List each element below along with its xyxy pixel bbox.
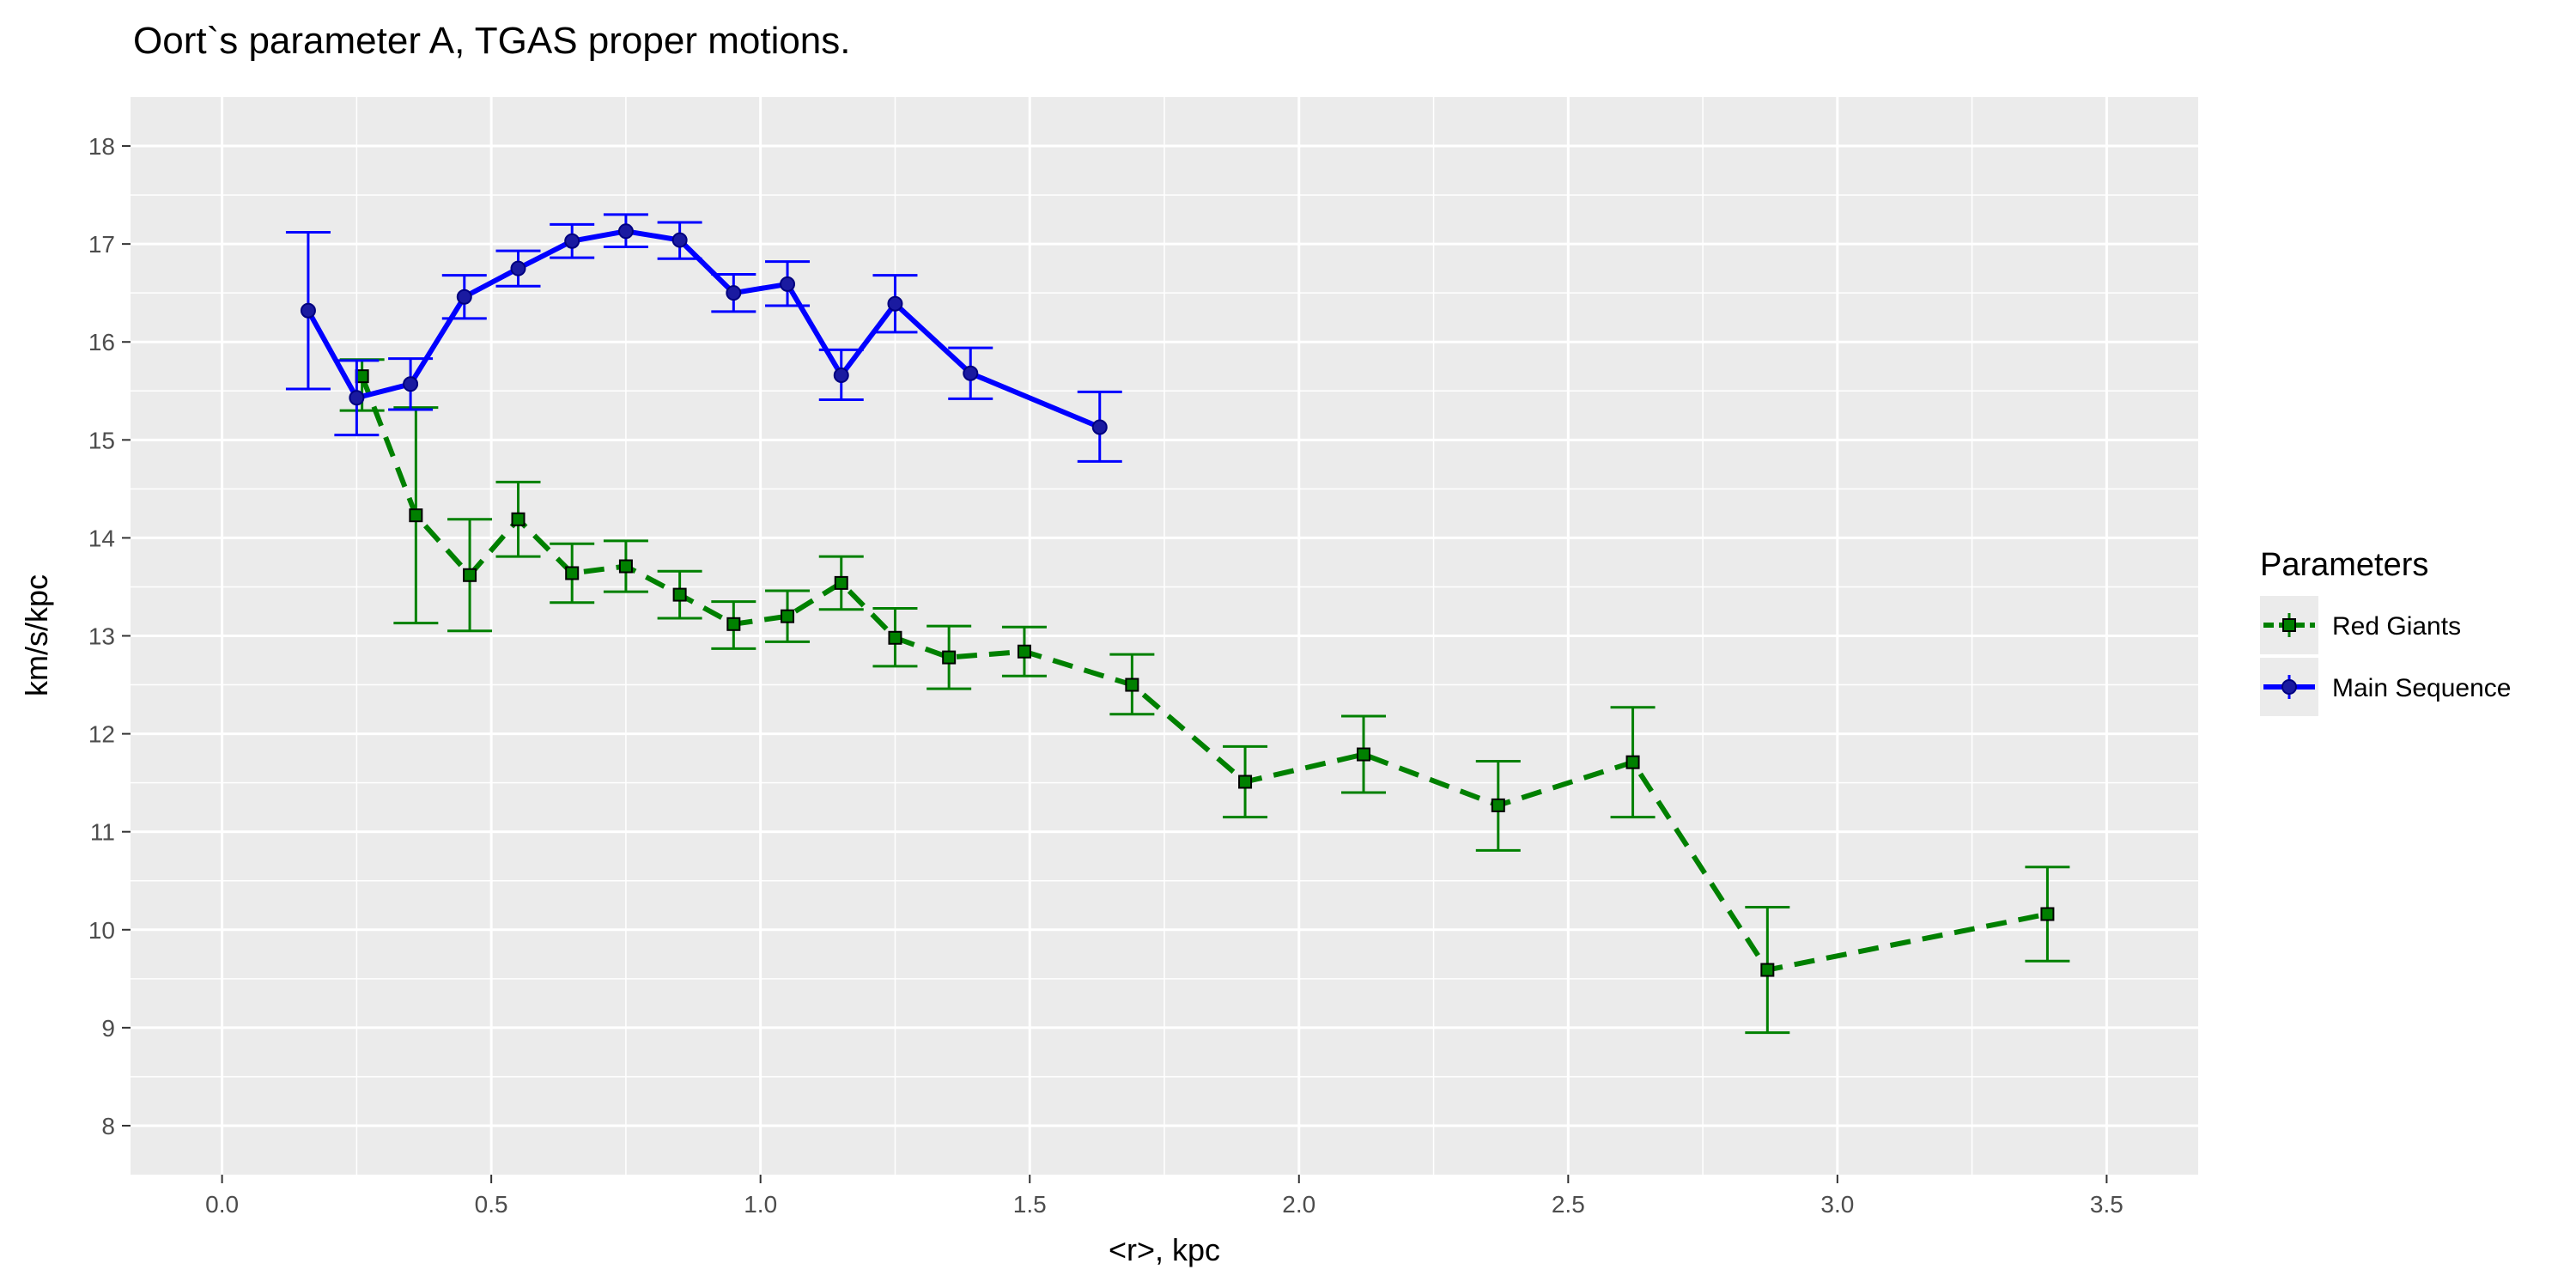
data-point	[834, 575, 848, 590]
x-tick-label: 3.5	[2090, 1191, 2123, 1218]
data-point	[672, 587, 687, 602]
data-point	[511, 512, 526, 526]
data-point	[887, 295, 903, 312]
data-point	[671, 232, 688, 248]
legend-item: Main Sequence	[2260, 658, 2511, 716]
x-tick-label: 0.0	[205, 1191, 239, 1218]
x-axis: 0.0 0.5 1.0 1.5 2.0 2.5 3.0 3.5	[205, 1175, 2123, 1218]
y-tick-label: 9	[101, 1015, 115, 1042]
y-axis: 8 9 10 11 12 13 14 15 16 17 18	[88, 133, 131, 1139]
legend-label: Main Sequence	[2332, 674, 2511, 702]
series-line	[359, 375, 2049, 973]
legend-item: Red Giants	[2260, 596, 2461, 654]
data-point	[510, 260, 526, 276]
y-tick-label: 14	[88, 525, 115, 551]
data-point	[349, 390, 365, 406]
data-point	[1125, 677, 1139, 692]
data-point	[564, 233, 580, 249]
data-point	[618, 559, 633, 574]
data-point	[1357, 747, 1371, 762]
y-tick-label: 8	[101, 1113, 115, 1139]
x-tick-label: 1.5	[1013, 1191, 1047, 1218]
y-tick-label: 18	[88, 133, 115, 160]
y-tick-label: 16	[88, 329, 115, 355]
legend: Parameters Red Giants Main Sequence	[2260, 547, 2511, 716]
y-tick-label: 17	[88, 231, 115, 258]
series-line	[306, 228, 1101, 430]
legend-items: Red Giants Main Sequence	[2260, 596, 2511, 716]
data-point	[780, 276, 796, 292]
data-point	[1491, 798, 1505, 812]
data-point	[456, 289, 472, 305]
data-point	[781, 609, 795, 623]
y-tick-label: 11	[90, 819, 115, 846]
x-tick-label: 2.5	[1552, 1191, 1585, 1218]
data-point	[1017, 644, 1031, 659]
legend-label: Red Giants	[2332, 612, 2461, 641]
chart-title: Oort`s parameter A, TGAS proper motions.	[133, 20, 851, 62]
x-tick-label: 1.0	[744, 1191, 777, 1218]
x-tick-label: 3.0	[1820, 1191, 1854, 1218]
legend-title: Parameters	[2260, 547, 2428, 583]
x-axis-title: <r>, kpc	[1109, 1232, 1220, 1267]
data-point	[726, 285, 742, 301]
data-point	[726, 617, 741, 631]
series-layer	[285, 213, 2070, 1035]
data-point	[963, 365, 979, 381]
data-point	[1091, 419, 1108, 435]
x-tick-label: 2.0	[1282, 1191, 1315, 1218]
data-point	[617, 223, 634, 240]
y-tick-label: 12	[88, 721, 115, 748]
y-tick-label: 15	[88, 427, 115, 453]
x-tick-label: 0.5	[475, 1191, 508, 1218]
data-point	[565, 566, 580, 580]
data-point	[403, 376, 419, 392]
y-tick-label: 13	[88, 623, 115, 650]
y-tick-label: 10	[88, 917, 115, 944]
data-point	[1760, 963, 1775, 977]
series-red-giants	[339, 358, 2070, 1035]
series-main-sequence	[285, 213, 1122, 463]
data-point	[300, 302, 316, 319]
data-point	[409, 508, 423, 523]
data-point	[1238, 775, 1253, 789]
data-point	[1625, 755, 1640, 769]
data-point	[888, 630, 902, 645]
major-gridlines	[131, 97, 2198, 1175]
data-point	[2040, 907, 2055, 921]
data-point	[463, 568, 477, 582]
data-point	[833, 368, 849, 384]
y-axis-title: km/s/kpc	[19, 574, 54, 696]
data-point	[942, 650, 957, 665]
